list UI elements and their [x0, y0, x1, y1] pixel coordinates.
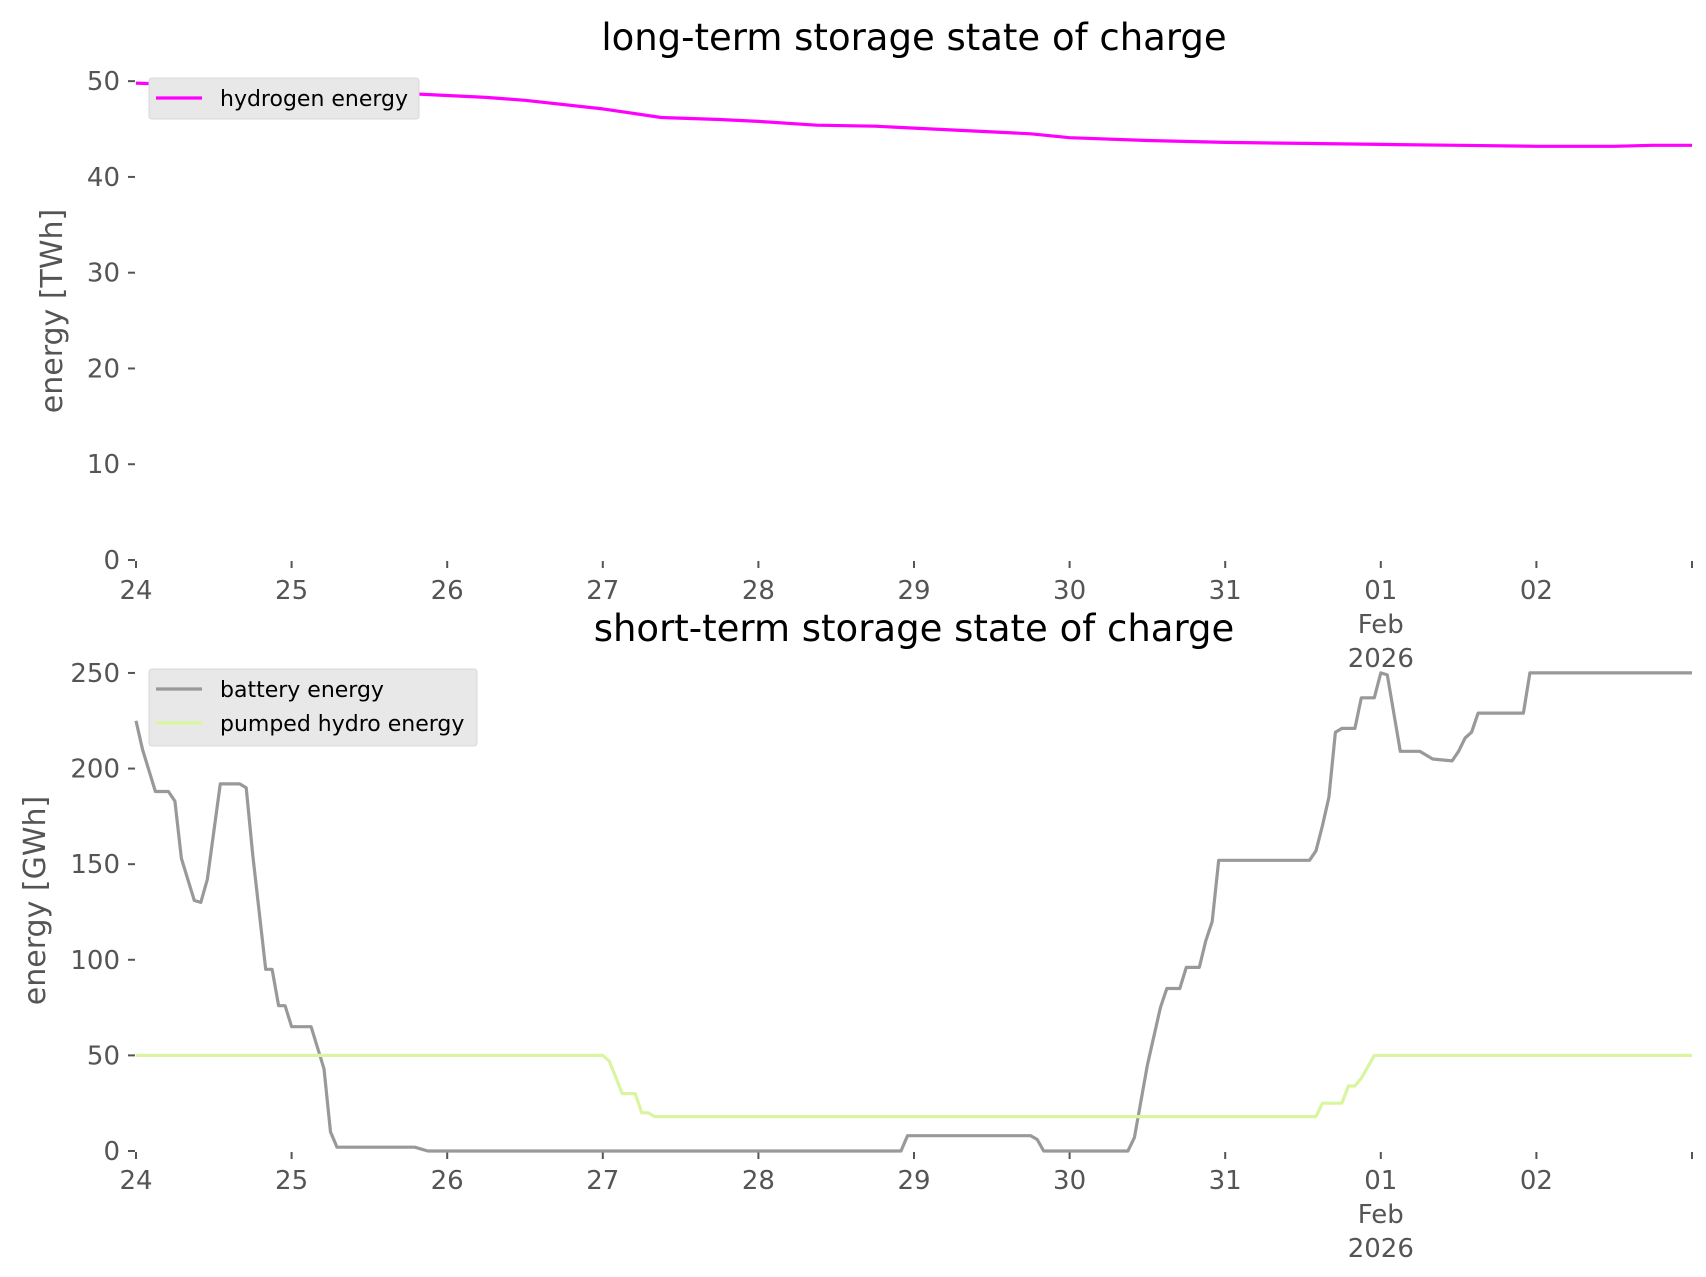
y-tick-label: 250 — [70, 659, 120, 689]
chart-title: short-term storage state of charge — [594, 607, 1235, 650]
x-tick-label: 29 — [897, 576, 930, 606]
y-tick-label: 200 — [70, 755, 120, 785]
x-tick-label: 01 Feb 2026 — [1348, 576, 1414, 674]
x-tick-label: 24 — [119, 576, 152, 606]
x-tick-label: 28 — [742, 576, 775, 606]
y-tick-label: 20 — [87, 354, 120, 384]
x-tick-label: 31 — [1209, 1166, 1242, 1196]
legend-entry: battery energy — [220, 678, 384, 703]
y-tick-label: 40 — [87, 163, 120, 193]
x-tick-label: 26 — [431, 1166, 464, 1196]
x-tick-label: 27 — [586, 1166, 619, 1196]
legend: hydrogen energy — [148, 77, 420, 120]
y-tick-label: 150 — [70, 850, 120, 880]
chart-title: long-term storage state of charge — [601, 16, 1226, 59]
x-tick-label: 31 — [1209, 576, 1242, 606]
x-tick-label: 25 — [275, 576, 308, 606]
series-line-battery-energy — [134, 671, 1692, 1153]
y-axis-label: energy [TWh] — [35, 209, 70, 413]
x-tick-label: 30 — [1053, 1166, 1086, 1196]
x-tick-label: 27 — [586, 576, 619, 606]
y-tick-label: 50 — [87, 67, 120, 97]
x-tick-label: 24 — [119, 1166, 152, 1196]
x-tick-label: 01 Feb 2026 — [1348, 1166, 1414, 1264]
x-tick-label: 28 — [742, 1166, 775, 1196]
y-tick-label: 0 — [103, 546, 120, 576]
legend-box — [148, 77, 420, 120]
short-term-storage-panel: short-term storage state of charge energy… — [18, 607, 1693, 1264]
legend-entry: pumped hydro energy — [220, 712, 464, 737]
legend-box — [148, 668, 478, 747]
y-tick-label: 50 — [87, 1041, 120, 1071]
y-tick-label: 30 — [87, 259, 120, 289]
y-tick-label: 10 — [87, 450, 120, 480]
legend: battery energy pumped hydro energy — [148, 668, 478, 747]
long-term-storage-panel: long-term storage state of charge energy … — [35, 16, 1693, 674]
x-tick-label: 26 — [431, 576, 464, 606]
y-tick-label: 100 — [70, 946, 120, 976]
x-tick-label: 29 — [897, 1166, 930, 1196]
x-tick-label: 02 — [1520, 576, 1553, 606]
x-tick-label: 25 — [275, 1166, 308, 1196]
series-line-pumped-hydro-energy — [136, 1053, 1692, 1119]
x-tick-label: 30 — [1053, 576, 1086, 606]
legend-entry: hydrogen energy — [220, 87, 408, 112]
y-axis-label: energy [GWh] — [18, 796, 53, 1005]
series-line-hydrogen-energy — [135, 81, 1692, 148]
y-tick-label: 0 — [103, 1137, 120, 1167]
x-tick-label: 02 — [1520, 1166, 1553, 1196]
